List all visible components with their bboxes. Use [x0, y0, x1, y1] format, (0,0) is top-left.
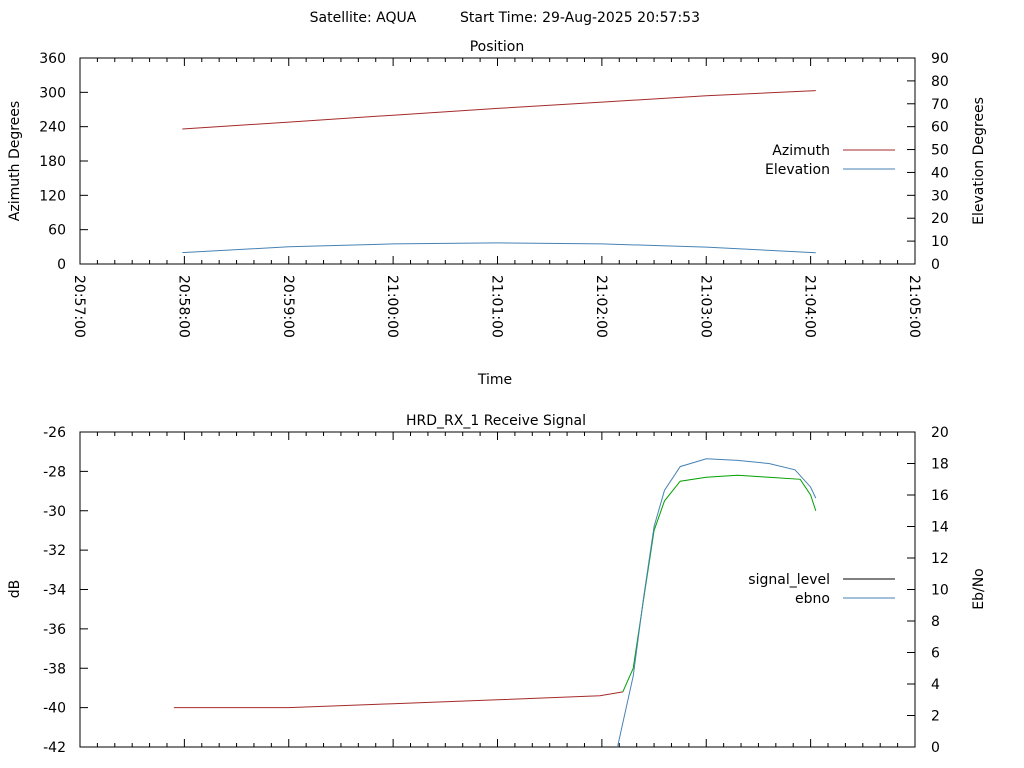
position-y-tick-label: 300: [39, 85, 66, 101]
position-x-tick-label: 21:01:00: [489, 275, 505, 338]
position-x-tick-label: 21:05:00: [906, 275, 922, 338]
satellite-label: Satellite: AQUA: [310, 10, 417, 26]
signal-y2-tick-label: 20: [931, 425, 949, 441]
signal-y2-tick-label: 4: [931, 677, 940, 693]
start-time-label: Start Time: 29-Aug-2025 20:57:53: [460, 10, 700, 26]
position-legend-label: Elevation: [765, 162, 830, 178]
position-y2-tick-label: 20: [931, 211, 949, 227]
signal-y-tick-label: -38: [43, 661, 66, 677]
position-x-tick-label: 20:57:00: [71, 275, 87, 338]
position-series-azimuth: [182, 90, 816, 130]
position-y2-tick-label: 60: [931, 120, 949, 136]
position-x-axis-label: Time: [477, 372, 512, 388]
signal-y-tick-label: -42: [43, 740, 66, 756]
signal-legend-label: signal_level: [748, 572, 830, 588]
position-y2-tick-label: 50: [931, 143, 949, 159]
signal-y2-tick-label: 2: [931, 709, 940, 725]
signal-legend-label: ebno: [795, 591, 830, 607]
position-x-tick-label: 20:58:00: [175, 275, 191, 338]
signal-y-tick-label: -30: [43, 504, 66, 520]
position-y2-axis-label: Elevation Degrees: [971, 97, 987, 225]
position-y2-tick-label: 0: [931, 257, 940, 273]
position-x-tick-label: 21:03:00: [697, 275, 713, 338]
position-x-tick-label: 21:02:00: [593, 275, 609, 338]
signal-y2-tick-label: 12: [931, 551, 949, 567]
signal-chart-title: HRD_RX_1 Receive Signal: [406, 413, 586, 429]
signal-series-ebno: [617, 458, 817, 748]
position-y-tick-label: 360: [39, 51, 66, 67]
position-legend-label: Azimuth: [772, 143, 830, 159]
position-y2-tick-label: 70: [931, 97, 949, 113]
position-y-tick-label: 0: [57, 257, 66, 273]
position-y2-tick-label: 10: [931, 234, 949, 250]
position-y2-tick-label: 90: [931, 51, 949, 67]
signal-series-signal-level: [173, 691, 623, 709]
position-x-tick-label: 21:04:00: [802, 275, 818, 338]
position-chart-title: Position: [470, 39, 525, 55]
signal-y2-tick-label: 8: [931, 614, 940, 630]
position-y-tick-label: 240: [39, 120, 66, 136]
signal-y2-tick-label: 0: [931, 740, 940, 756]
signal-y2-tick-label: 6: [931, 646, 940, 662]
position-y-axis-label: Azimuth Degrees: [7, 101, 23, 221]
position-y2-tick-label: 40: [931, 165, 949, 181]
signal-y2-tick-label: 14: [931, 520, 949, 536]
signal-y-tick-label: -32: [43, 543, 66, 559]
signal-y-tick-label: -36: [43, 622, 66, 638]
signal-y2-tick-label: 16: [931, 488, 949, 504]
position-y-tick-label: 60: [48, 223, 66, 239]
signal-y2-tick-label: 18: [931, 457, 949, 473]
signal-y-axis-label: dB: [7, 580, 23, 599]
signal-y-tick-label: -40: [43, 701, 66, 717]
signal-y-tick-label: -34: [43, 583, 66, 599]
signal-y2-tick-label: 10: [931, 583, 949, 599]
position-plot-frame: [79, 57, 916, 265]
position-x-tick-label: 21:00:00: [384, 275, 400, 338]
signal-y-tick-label: -26: [43, 425, 66, 441]
position-x-tick-label: 20:59:00: [280, 275, 296, 338]
position-series-elevation: [182, 242, 816, 254]
signal-chart: HRD_RX_1 Receive Signal dB Eb/No -42 -40 -…: [7, 413, 987, 756]
position-chart: Position Time Azimuth Degrees Elevation …: [7, 39, 987, 388]
position-y-tick-label: 180: [39, 154, 66, 170]
position-y2-tick-label: 30: [931, 188, 949, 204]
signal-y-tick-label: -28: [43, 464, 66, 480]
signal-y2-axis-label: Eb/No: [971, 568, 987, 610]
position-y2-tick-label: 80: [931, 74, 949, 90]
position-y-tick-label: 120: [39, 188, 66, 204]
